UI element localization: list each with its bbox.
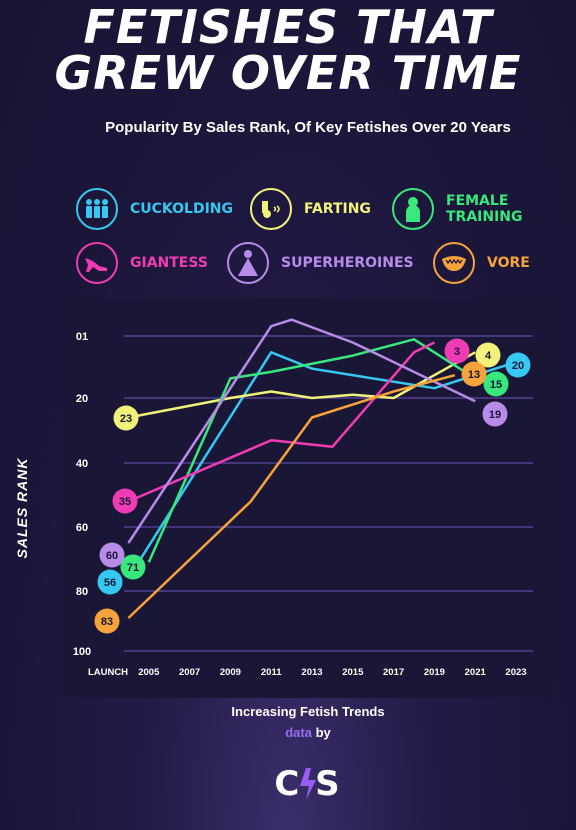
chart-title: FETISHES THAT GREW OVER TIME xyxy=(0,4,576,96)
cuckolding-end-marker xyxy=(505,352,531,378)
y-tick-label: 60 xyxy=(76,522,88,534)
superheroines-start-marker xyxy=(99,542,125,568)
legend-item-vore: VORE xyxy=(433,242,530,284)
female-training-start-marker xyxy=(120,554,146,580)
series-line-giantess xyxy=(127,341,435,503)
c4s-logo: C S xyxy=(262,762,354,804)
series-line-farting xyxy=(128,351,476,419)
farting-end-marker-label: 4 xyxy=(485,350,492,362)
female-training-end-marker xyxy=(483,371,509,397)
series-line-cuckolding xyxy=(127,351,517,579)
x-tick-label: 2023 xyxy=(505,667,526,678)
superheroines-start-marker-label: 60 xyxy=(106,550,118,562)
footer-credit: data by xyxy=(0,725,576,740)
vore-end-marker-label: 13 xyxy=(468,369,480,381)
x-tick-label: 2005 xyxy=(138,667,160,678)
footer-data-word: data xyxy=(285,725,312,740)
series-line-female-training xyxy=(147,338,476,563)
x-tick-label: LAUNCH xyxy=(88,667,128,678)
y-axis-label: SALES RANK xyxy=(14,457,30,559)
vore-end-marker xyxy=(461,361,487,387)
c4s-logo-mark: C S xyxy=(274,764,339,804)
x-tick-label: 2011 xyxy=(261,667,282,678)
title-line-2: GREW OVER TIME xyxy=(54,46,522,100)
series-line-superheroines xyxy=(127,318,476,544)
cuckolding-start-marker-label: 56 xyxy=(104,577,116,589)
legend-item-farting: FARTING xyxy=(250,188,371,230)
farting-icon xyxy=(250,188,292,230)
x-tick-label: 2017 xyxy=(383,667,404,678)
legend-label: CUCKOLDING xyxy=(130,201,233,217)
female-figure-icon xyxy=(392,188,434,230)
open-mouth-icon xyxy=(433,242,475,284)
y-tick-label: 80 xyxy=(76,586,88,598)
x-tick-label: 2015 xyxy=(342,667,364,678)
female-training-end-marker-label: 15 xyxy=(490,379,502,391)
legend-label: SUPERHEROINES xyxy=(281,255,414,271)
giantess-start-marker-label: 35 xyxy=(119,496,131,508)
legend-item-giantess: GIANTESS xyxy=(76,242,208,284)
female-training-start-marker-label: 71 xyxy=(127,562,139,574)
title-line-1: FETISHES THAT xyxy=(83,0,493,54)
y-tick-label: 20 xyxy=(76,393,88,405)
vore-start-marker xyxy=(94,608,120,634)
x-tick-label: 2019 xyxy=(424,667,445,678)
chart-area: 01 20 40 60 80 100 LAUNCH 2005 2007 2009 2011 2013 2… xyxy=(58,298,558,698)
giantess-end-marker-label: 3 xyxy=(454,346,460,358)
x-tick-label: 2007 xyxy=(179,667,200,678)
x-tick-label: 2013 xyxy=(301,667,322,678)
farting-start-marker-label: 23 xyxy=(120,413,132,425)
legend-label: FEMALE TRAINING xyxy=(446,193,523,225)
series-line-vore xyxy=(127,373,456,619)
farting-end-marker xyxy=(475,342,501,368)
high-heel-icon xyxy=(76,242,118,284)
people-icon xyxy=(76,188,118,230)
legend-item-superheroines: SUPERHEROINES xyxy=(227,242,414,284)
y-tick-label: 100 xyxy=(73,646,91,658)
superheroines-end-marker-label: 19 xyxy=(489,409,501,421)
x-tick-label: 2009 xyxy=(220,667,241,678)
legend-label: GIANTESS xyxy=(130,255,208,271)
x-tick-label: 2021 xyxy=(465,667,487,678)
footer-by-word: by xyxy=(315,725,331,740)
legend-label: VORE xyxy=(487,255,530,271)
legend-item-female-training: FEMALE TRAINING xyxy=(392,188,523,230)
legend-label: FARTING xyxy=(304,201,371,217)
cuckolding-start-marker xyxy=(97,569,123,595)
y-tick-label: 40 xyxy=(76,458,88,470)
farting-start-marker xyxy=(113,405,139,431)
chart-subtitle: Popularity By Sales Rank, Of Key Fetishe… xyxy=(105,119,511,136)
y-tick-label: 01 xyxy=(76,331,88,343)
giantess-start-marker xyxy=(112,488,138,514)
superheroines-end-marker xyxy=(482,401,508,427)
vore-start-marker-label: 83 xyxy=(101,616,113,628)
footer-title: Increasing Fetish Trends xyxy=(231,704,385,719)
legend-item-cuckolding: CUCKOLDING xyxy=(76,188,233,230)
caped-hero-icon xyxy=(227,242,269,284)
cuckolding-end-marker-label: 20 xyxy=(512,360,524,372)
giantess-end-marker xyxy=(444,338,470,364)
